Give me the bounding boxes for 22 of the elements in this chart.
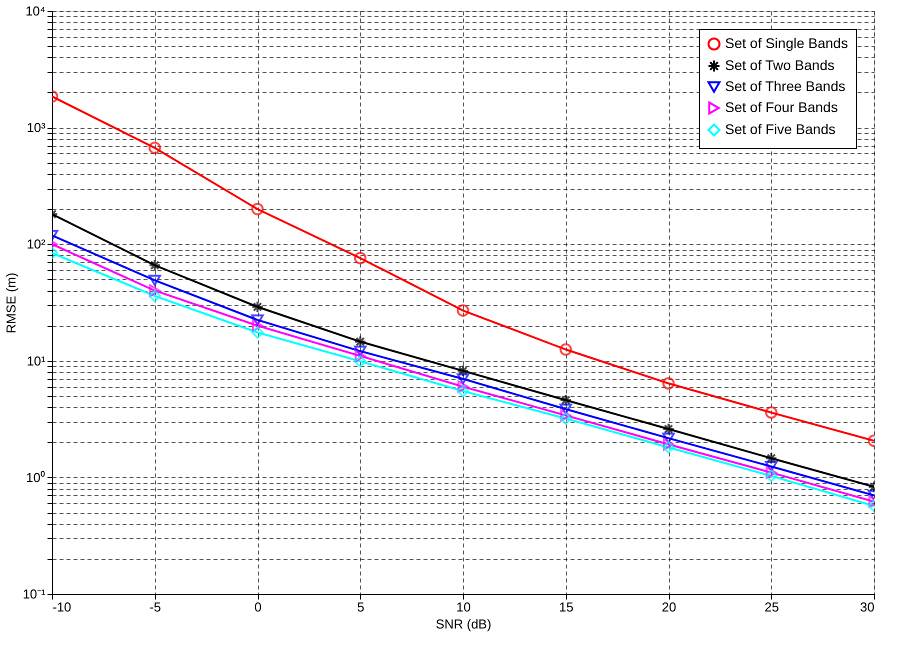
legend-label: Set of Four Bands bbox=[725, 99, 838, 115]
x-tick-label: -5 bbox=[149, 600, 162, 614]
y-tick-label: 10⁰ bbox=[26, 470, 46, 485]
legend-label: Set of Five Bands bbox=[725, 121, 836, 137]
x-tick-label: 0 bbox=[254, 600, 262, 614]
x-tick-label: 20 bbox=[662, 600, 676, 614]
y-tick-label: 10⁻¹ bbox=[22, 586, 46, 602]
y-tick-label: 10¹ bbox=[26, 353, 46, 368]
y-axis-title: RMSE (m) bbox=[4, 272, 19, 334]
legend-label: Set of Three Bands bbox=[725, 78, 846, 94]
y-tick-label: 10² bbox=[26, 236, 46, 252]
y-tick-label: 10³ bbox=[26, 120, 46, 136]
x-tick-label: 25 bbox=[764, 600, 779, 614]
legend-label: Set of Two Bands bbox=[725, 57, 834, 73]
y-tick-label: 10⁴ bbox=[25, 4, 46, 18]
x-tick-label: 10 bbox=[456, 600, 471, 614]
x-tick-label: 15 bbox=[559, 600, 574, 614]
x-tick-label: 30 bbox=[860, 600, 874, 614]
x-tick-label: -10 bbox=[52, 600, 72, 614]
legend-label: Set of Single Bands bbox=[725, 35, 848, 51]
x-tick-label: 5 bbox=[357, 600, 364, 614]
x-axis-title: SNR (dB) bbox=[436, 616, 492, 632]
